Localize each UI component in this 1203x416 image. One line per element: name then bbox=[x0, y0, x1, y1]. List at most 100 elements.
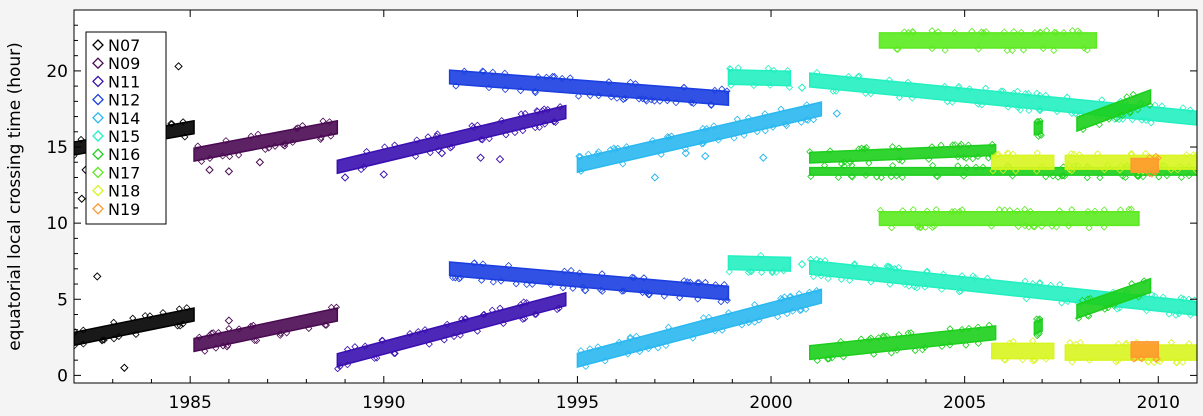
data-point-N12 bbox=[620, 287, 628, 295]
data-point-N15 bbox=[1016, 106, 1024, 114]
data-point-N12 bbox=[567, 266, 575, 275]
data-point-N15 bbox=[1036, 279, 1044, 287]
data-point-N17 bbox=[1008, 46, 1016, 55]
data-point-N16 bbox=[887, 173, 895, 181]
data-point-N12 bbox=[479, 68, 488, 76]
data-point-N09 bbox=[249, 321, 257, 329]
data-point-N16 bbox=[1126, 108, 1135, 116]
data-point-N16 bbox=[911, 347, 919, 355]
data-point-N15 bbox=[1159, 293, 1167, 301]
data-point-N15 bbox=[1158, 102, 1166, 110]
data-point-N12 bbox=[479, 260, 487, 268]
data-point-N15 bbox=[1024, 90, 1032, 98]
data-point-N09 bbox=[332, 303, 341, 311]
data-point-N11 bbox=[462, 314, 470, 323]
y-tick-label: 10 bbox=[46, 214, 68, 234]
data-point-N16 bbox=[825, 355, 833, 363]
data-point-N17 bbox=[909, 206, 917, 214]
data-point-N15 bbox=[1004, 103, 1012, 111]
data-point-N14 bbox=[703, 124, 711, 133]
data-point-N12 bbox=[534, 73, 542, 81]
y-tick-label: 5 bbox=[57, 290, 68, 310]
data-point-N19 bbox=[1146, 170, 1154, 178]
data-point-N12 bbox=[619, 95, 627, 104]
data-point-N07 bbox=[132, 330, 140, 339]
data-point-N16 bbox=[813, 356, 821, 365]
data-point-N14 bbox=[615, 338, 623, 346]
data-point-N18 bbox=[1009, 337, 1017, 345]
data-point-N16 bbox=[1054, 173, 1062, 181]
data-point-N07 bbox=[129, 314, 137, 322]
data-point-N11 bbox=[390, 349, 398, 358]
data-point-N17 bbox=[876, 206, 884, 215]
data-point-N15 bbox=[885, 76, 893, 84]
data-point-N17 bbox=[921, 223, 929, 231]
y-axis-label: equatorial local crossing time (hour) bbox=[5, 42, 25, 351]
data-point-N14 bbox=[664, 323, 673, 331]
data-point-N12 bbox=[460, 67, 468, 75]
data-point-N16 bbox=[889, 162, 897, 170]
data-point-N16 bbox=[855, 145, 863, 153]
data-point-N15 bbox=[1179, 104, 1187, 112]
data-point-N09 bbox=[261, 145, 269, 153]
data-point-N11 bbox=[477, 135, 485, 143]
data-point-N14 bbox=[657, 150, 665, 159]
data-point-N19 bbox=[1131, 354, 1139, 362]
x-tick-label: 2005 bbox=[943, 393, 986, 412]
data-point-N16 bbox=[860, 145, 868, 153]
data-point-N09 bbox=[226, 152, 234, 161]
data-point-N16 bbox=[965, 324, 973, 333]
data-point-N14 bbox=[582, 362, 590, 370]
data-band-N09-1 bbox=[193, 307, 339, 353]
data-point-N18 bbox=[1076, 338, 1084, 347]
data-point-N14 bbox=[797, 118, 805, 126]
data-point-N14 bbox=[689, 334, 697, 342]
data-point-N17 bbox=[932, 206, 940, 214]
data-point-N11 bbox=[421, 326, 429, 334]
data-point-N15 bbox=[1042, 91, 1050, 99]
data-point-N16 bbox=[1075, 314, 1083, 322]
data-point-N18 bbox=[1068, 167, 1076, 175]
data-point-N16 bbox=[1163, 172, 1171, 180]
data-point-N16 bbox=[1058, 172, 1066, 180]
x-tick-label: 1990 bbox=[362, 393, 405, 412]
legend-marker-N09 bbox=[92, 57, 104, 70]
data-point-N19 bbox=[1146, 153, 1154, 162]
data-point-N17 bbox=[1068, 206, 1076, 214]
data-point-N15 bbox=[1036, 105, 1044, 114]
outlier-point-N14 bbox=[759, 153, 768, 162]
data-point-N11 bbox=[538, 107, 547, 115]
data-point-N12 bbox=[689, 99, 698, 108]
data-point-N11 bbox=[544, 105, 552, 114]
data-point-N11 bbox=[412, 152, 420, 160]
data-point-N17 bbox=[1116, 206, 1125, 214]
data-band-N12-1 bbox=[448, 261, 730, 301]
data-point-N09 bbox=[298, 121, 307, 130]
data-point-N12 bbox=[693, 279, 702, 287]
data-point-N11 bbox=[550, 117, 558, 125]
data-point-N11 bbox=[556, 103, 564, 111]
data-point-N15 bbox=[997, 87, 1005, 95]
data-point-N16 bbox=[846, 158, 854, 166]
data-point-N11 bbox=[414, 328, 422, 336]
data-point-N16 bbox=[1034, 132, 1043, 140]
data-point-N15 bbox=[1029, 280, 1037, 288]
data-point-N09 bbox=[292, 124, 300, 133]
data-point-N14 bbox=[662, 341, 670, 350]
data-point-N11 bbox=[351, 343, 359, 351]
data-band-N14-1 bbox=[576, 288, 823, 368]
data-point-N16 bbox=[873, 173, 881, 181]
data-point-N11 bbox=[361, 342, 369, 350]
data-point-N18 bbox=[1072, 340, 1080, 348]
legend-marker-N18 bbox=[92, 184, 104, 197]
data-point-N15 bbox=[1151, 101, 1159, 109]
legend-marker-N15 bbox=[92, 130, 104, 142]
data-point-N18 bbox=[1127, 150, 1136, 159]
data-point-N16 bbox=[962, 154, 970, 162]
data-point-N12 bbox=[718, 85, 726, 93]
data-point-N17 bbox=[1091, 207, 1099, 215]
data-point-N11 bbox=[424, 133, 432, 141]
data-point-N11 bbox=[433, 130, 441, 138]
data-point-N16 bbox=[1033, 118, 1041, 126]
data-point-N17 bbox=[1026, 207, 1034, 215]
